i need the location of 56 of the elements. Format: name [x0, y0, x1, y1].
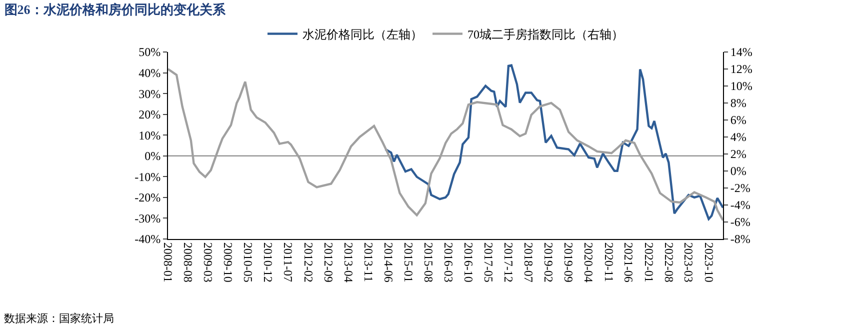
- y-tick-label: 50%: [138, 45, 161, 60]
- line-series: [384, 64, 723, 220]
- x-tick-label: 2019-09: [562, 242, 576, 282]
- y-tick-label: 30%: [138, 86, 161, 101]
- legend-label: 水泥价格同比（左轴）: [302, 27, 422, 42]
- chart-title: 图26：水泥价格和房价同比的变化关系: [4, 2, 226, 17]
- y2-tick-label: 12%: [730, 62, 752, 76]
- x-tick-label: 2023-10: [702, 242, 716, 282]
- y2-tick-label: -8%: [730, 232, 750, 246]
- y2-tick-label: 14%: [730, 45, 752, 60]
- x-tick-label: 2010-05: [241, 242, 256, 282]
- x-tick-label: 2009-10: [221, 242, 236, 282]
- x-tick-label: 2012-09: [321, 242, 336, 282]
- x-tick-label: 2011-07: [281, 242, 296, 282]
- line-series: [168, 68, 723, 222]
- y2-tick-label: -2%: [730, 181, 750, 196]
- x-tick-label: 2023-03: [682, 242, 696, 282]
- source-note: 数据来源：国家统计局: [4, 312, 114, 324]
- x-tick-label: 2019-02: [542, 242, 556, 282]
- y2-tick-label: 2%: [730, 147, 746, 162]
- x-tick-label: 2013-11: [361, 242, 376, 282]
- y-tick-label: 20%: [138, 108, 161, 122]
- y2-tick-label: 4%: [730, 130, 746, 144]
- x-tick-label: 2016-03: [441, 242, 456, 282]
- y-tick-label: 40%: [138, 66, 161, 80]
- y2-tick-label: 10%: [730, 79, 752, 94]
- x-tick-label: 2008-01: [161, 242, 176, 282]
- x-tick-label: 2021-06: [622, 242, 636, 282]
- y-tick-label: -40%: [134, 232, 161, 246]
- x-tick-label: 2010-12: [261, 242, 276, 282]
- y2-tick-label: -6%: [730, 215, 750, 230]
- y-tick-label: 10%: [138, 128, 161, 142]
- y-tick-label: -20%: [134, 190, 161, 205]
- y2-tick-label: 0%: [730, 164, 746, 178]
- x-tick-label: 2018-07: [522, 242, 536, 282]
- x-tick-label: 2020-11: [602, 242, 616, 282]
- x-tick-label: 2009-03: [201, 242, 216, 282]
- x-tick-label: 2012-02: [301, 242, 316, 282]
- x-tick-label: 2008-08: [181, 242, 196, 282]
- x-tick-label: 2014-06: [381, 242, 396, 282]
- y2-tick-label: 6%: [730, 113, 746, 128]
- x-tick-label: 2017-05: [481, 242, 496, 282]
- y2-tick-label: -4%: [730, 198, 750, 212]
- x-tick-label: 2013-04: [341, 242, 356, 282]
- legend-label: 70城二手房指数同比（右轴）: [468, 27, 624, 42]
- x-tick-label: 2016-10: [462, 242, 476, 282]
- x-tick-label: 2015-08: [421, 242, 436, 282]
- x-tick-label: 2017-12: [502, 242, 516, 282]
- y-tick-label: -30%: [134, 211, 161, 226]
- y2-tick-label: 8%: [730, 96, 746, 110]
- x-tick-label: 2022-01: [642, 242, 656, 282]
- x-tick-label: 2022-08: [662, 242, 676, 282]
- x-tick-label: 2020-04: [582, 242, 596, 282]
- x-tick-label: 2015-01: [401, 242, 416, 282]
- y-tick-label: -10%: [134, 170, 161, 184]
- y-tick-label: 0%: [144, 149, 161, 164]
